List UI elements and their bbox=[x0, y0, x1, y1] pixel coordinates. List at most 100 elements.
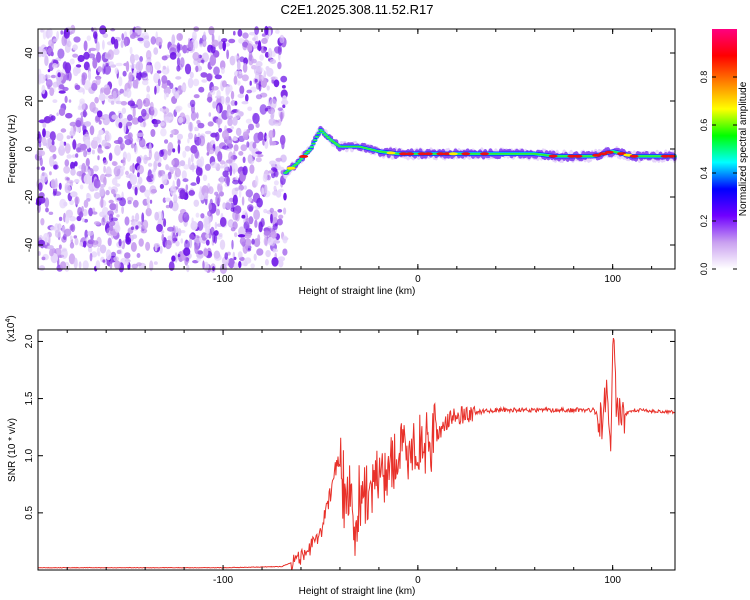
noise-speckle bbox=[41, 136, 47, 144]
ridge-peak bbox=[286, 166, 296, 170]
noise-speckle bbox=[199, 237, 203, 242]
noise-speckle bbox=[57, 223, 62, 231]
noise-speckle bbox=[50, 51, 54, 57]
noise-speckle bbox=[227, 118, 233, 127]
noise-speckle bbox=[255, 61, 263, 68]
noise-speckle bbox=[265, 135, 270, 140]
noise-speckle bbox=[197, 250, 204, 255]
snr-multiplier-close: ) bbox=[6, 315, 17, 318]
ridge-peak bbox=[386, 151, 396, 155]
noise-speckle bbox=[195, 112, 199, 119]
noise-speckle bbox=[164, 139, 169, 144]
noise-speckle bbox=[84, 218, 88, 223]
noise-speckle bbox=[272, 168, 278, 173]
noise-speckle bbox=[171, 159, 175, 166]
noise-speckle bbox=[149, 260, 154, 272]
noise-speckle-region bbox=[34, 24, 289, 274]
noise-speckle bbox=[183, 164, 190, 170]
noise-speckle bbox=[136, 132, 145, 138]
noise-speckle bbox=[86, 193, 92, 203]
noise-speckle bbox=[275, 29, 280, 34]
noise-speckle bbox=[248, 50, 253, 62]
noise-speckle bbox=[143, 120, 146, 128]
noise-speckle bbox=[264, 25, 269, 36]
noise-speckle bbox=[58, 216, 63, 222]
noise-speckle bbox=[247, 123, 255, 131]
noise-speckle bbox=[79, 211, 84, 218]
noise-speckle bbox=[106, 221, 110, 225]
noise-speckle bbox=[214, 221, 218, 229]
noise-speckle bbox=[230, 90, 235, 100]
noise-speckle bbox=[189, 233, 195, 240]
noise-speckle bbox=[154, 211, 160, 221]
noise-speckle bbox=[59, 198, 67, 209]
noise-speckle bbox=[168, 200, 174, 209]
noise-speckle bbox=[270, 213, 273, 224]
noise-speckle bbox=[116, 214, 120, 218]
noise-speckle bbox=[108, 152, 113, 162]
noise-speckle bbox=[130, 226, 135, 230]
y-tick-label: -20 bbox=[24, 189, 35, 204]
noise-speckle bbox=[41, 84, 46, 95]
noise-speckle bbox=[42, 122, 47, 128]
noise-speckle bbox=[129, 63, 138, 69]
noise-speckle bbox=[266, 85, 270, 91]
noise-speckle bbox=[255, 175, 259, 187]
noise-speckle bbox=[130, 242, 137, 252]
ridge-peak bbox=[573, 154, 583, 158]
noise-speckle bbox=[260, 217, 265, 228]
noise-speckle bbox=[271, 210, 278, 219]
noise-speckle bbox=[204, 163, 211, 171]
noise-speckle bbox=[166, 92, 169, 98]
noise-speckle bbox=[239, 85, 245, 95]
noise-speckle bbox=[189, 71, 194, 79]
noise-speckle bbox=[269, 59, 277, 64]
noise-speckle bbox=[165, 204, 170, 209]
noise-speckle bbox=[70, 191, 78, 198]
noise-speckle bbox=[73, 161, 78, 167]
spectrogram-panel: -100 0 100 -40 -20 0 20 40 Height of straight … bbox=[7, 24, 677, 297]
noise-speckle bbox=[176, 42, 181, 53]
noise-speckle bbox=[188, 190, 196, 196]
noise-speckle bbox=[249, 164, 255, 174]
noise-speckle bbox=[264, 184, 268, 194]
noise-speckle bbox=[271, 257, 279, 267]
noise-speckle bbox=[105, 166, 112, 178]
noise-speckle bbox=[93, 178, 101, 189]
noise-speckle bbox=[211, 86, 219, 91]
noise-speckle bbox=[209, 89, 216, 95]
noise-speckle bbox=[84, 121, 92, 127]
noise-speckle bbox=[108, 220, 116, 227]
noise-speckle bbox=[238, 38, 245, 44]
noise-speckle bbox=[234, 100, 238, 106]
noise-speckle bbox=[70, 168, 76, 176]
noise-speckle bbox=[228, 220, 234, 227]
noise-speckle bbox=[136, 69, 140, 74]
noise-speckle bbox=[42, 142, 48, 146]
noise-speckle bbox=[242, 63, 248, 73]
noise-speckle bbox=[182, 178, 189, 183]
noise-speckle bbox=[278, 214, 284, 219]
noise-speckle bbox=[149, 185, 157, 195]
noise-speckle bbox=[207, 210, 213, 217]
noise-speckle bbox=[109, 263, 113, 269]
noise-speckle bbox=[277, 61, 282, 70]
noise-speckle bbox=[64, 62, 72, 74]
noise-speckle bbox=[282, 248, 288, 256]
noise-speckle bbox=[234, 232, 238, 238]
noise-speckle bbox=[241, 74, 249, 82]
noise-speckle bbox=[197, 122, 205, 129]
noise-speckle bbox=[82, 208, 88, 217]
noise-speckle bbox=[120, 112, 124, 122]
noise-speckle bbox=[165, 164, 170, 171]
ridge-peak bbox=[660, 154, 670, 158]
noise-speckle bbox=[141, 212, 145, 223]
x-tick-label: 100 bbox=[604, 274, 621, 285]
noise-speckle bbox=[121, 206, 124, 214]
noise-speckle bbox=[126, 152, 132, 162]
noise-speckle bbox=[187, 77, 194, 89]
noise-speckle bbox=[243, 185, 247, 190]
noise-speckle bbox=[86, 35, 92, 42]
noise-speckle bbox=[57, 48, 65, 59]
noise-speckle bbox=[150, 101, 154, 112]
